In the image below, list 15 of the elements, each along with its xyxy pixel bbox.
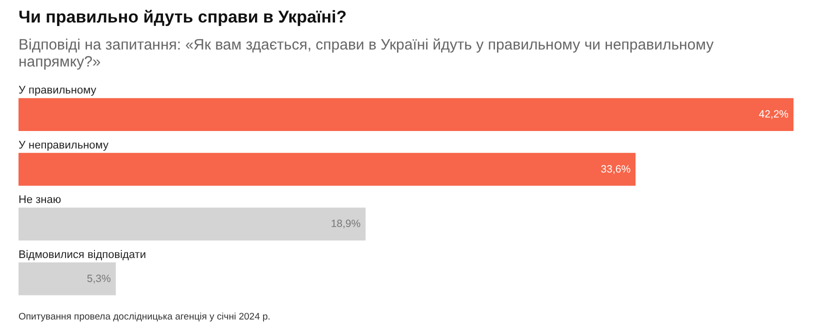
bar [18,98,794,131]
y-tick-label: У неправильному [18,139,109,152]
chart-title: Чи правильно йдуть справи в Україні? [18,8,347,26]
data-label: 33,6% [600,163,631,176]
y-tick-label: Відмовилися відповідати [18,248,146,261]
y-tick-label: У правильному [18,84,97,96]
y-tick-label: Не знаю [18,194,62,206]
text: Опитування провела дослідницька агенція у січні 2024 р. [18,312,270,322]
bar [18,208,366,241]
data-label: 5,3% [86,272,111,285]
bar [18,152,636,186]
bar [18,262,116,296]
data-label: 18,9% [330,218,361,230]
chart-subtitle: Відповіді на запитання: «Як вам здається, справи в Україні йдуть у правильному чи неправильному напрямку?» [18,36,714,70]
data-label: 42,2% [758,108,789,121]
